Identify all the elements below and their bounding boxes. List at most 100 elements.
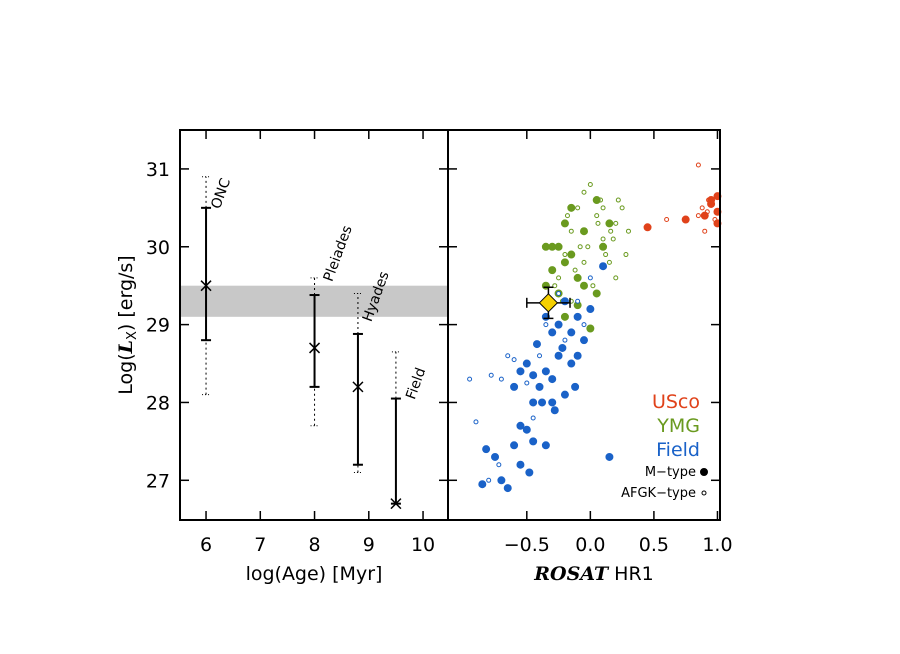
afgk-type-point <box>562 337 568 343</box>
series-label: ONC <box>208 176 234 211</box>
m-type-point <box>586 324 595 333</box>
afgk-type-point <box>587 181 593 187</box>
target-point <box>538 293 559 313</box>
afgk-type-point <box>543 322 549 328</box>
afgk-type-point <box>562 252 568 258</box>
m-type-point <box>548 375 557 384</box>
afgk-type-point <box>581 322 587 328</box>
m-type-point <box>522 425 531 434</box>
afgk-type-point <box>594 213 600 219</box>
afgk-type-point <box>572 267 578 273</box>
marker-legend-label: AFGK−type <box>621 486 696 501</box>
x-tick-label: 1.0 <box>702 534 732 556</box>
m-type-point <box>560 219 569 228</box>
marker-legend-symbol <box>701 490 707 496</box>
m-type-point <box>554 351 563 360</box>
afgk-type-point <box>568 228 574 234</box>
afgk-type-point <box>467 376 473 382</box>
point <box>309 342 321 354</box>
m-type-point <box>573 273 582 282</box>
y-tick-label: 28 <box>146 392 170 414</box>
m-type-point <box>541 367 550 376</box>
m-type-point <box>525 468 534 477</box>
m-type-point <box>580 227 588 236</box>
m-type-point <box>700 211 709 220</box>
legend-entry: YMG <box>656 415 700 437</box>
m-type-point <box>478 480 487 489</box>
x-axis-label: ROSAT HR1 <box>533 563 654 585</box>
m-type-point <box>491 452 500 461</box>
m-type-point <box>510 441 519 450</box>
m-type-point <box>548 398 557 407</box>
afgk-type-point <box>498 376 504 382</box>
point <box>200 280 212 292</box>
m-type-point <box>560 312 569 321</box>
m-type-point <box>529 371 538 380</box>
legend-entry: Field <box>656 439 700 461</box>
m-type-point <box>510 382 519 391</box>
y-axis-label-part: ) [erg/s] <box>115 255 137 331</box>
point <box>390 498 402 510</box>
afgk-type-point <box>695 162 701 168</box>
marker-legend-symbol <box>700 468 708 476</box>
m-type-point <box>571 382 580 391</box>
afgk-type-point <box>695 213 701 219</box>
m-type-point <box>554 320 563 329</box>
afgk-type-point <box>600 205 606 211</box>
m-type-point <box>573 312 582 321</box>
m-type-point <box>538 398 547 407</box>
afgk-type-point <box>537 353 543 359</box>
m-type-point <box>580 336 588 345</box>
m-type-point <box>580 281 588 290</box>
x-axis-label: log(Age) [Myr] <box>246 563 383 585</box>
x-tick-label: 6 <box>200 534 212 556</box>
m-type-point <box>529 398 538 407</box>
m-type-point <box>605 452 614 461</box>
m-type-point <box>605 219 614 228</box>
m-type-point <box>541 441 550 450</box>
m-type-point <box>482 445 491 454</box>
afgk-type-point <box>590 283 596 289</box>
afgk-type-point <box>486 477 492 483</box>
afgk-type-point <box>488 372 494 378</box>
m-type-point <box>522 359 531 368</box>
m-type-point <box>567 328 576 337</box>
afgk-type-point <box>524 380 530 386</box>
x-tick-label: 10 <box>411 534 435 556</box>
afgk-type-point <box>552 283 558 289</box>
m-type-point <box>503 484 512 493</box>
afgk-type-point <box>619 205 625 211</box>
afgk-type-point <box>615 197 621 203</box>
m-type-point <box>516 421 525 430</box>
x-tick-label: 0.5 <box>639 534 669 556</box>
afgk-type-point <box>577 244 583 250</box>
series-label: Field <box>403 366 429 402</box>
x-tick-label: −0.5 <box>504 534 550 556</box>
m-type-point <box>707 196 716 205</box>
m-type-point <box>567 203 576 212</box>
m-type-point <box>558 343 567 352</box>
legend-entry: USco <box>652 391 700 413</box>
afgk-type-point <box>664 217 670 223</box>
afgk-type-point <box>575 298 581 304</box>
y-axis-label: Log(LX) [erg/s] <box>115 255 140 394</box>
x-tick-label: 9 <box>363 534 375 556</box>
m-type-point <box>592 289 601 298</box>
m-type-point <box>599 262 608 271</box>
m-type-point <box>516 460 525 469</box>
afgk-type-point <box>613 220 619 226</box>
x-axis-label-part: HR1 <box>608 563 654 585</box>
y-axis-label-part: X <box>125 331 140 340</box>
afgk-type-point <box>556 290 562 296</box>
m-type-point <box>548 328 557 337</box>
m-type-point <box>548 266 557 275</box>
m-type-point <box>643 223 652 232</box>
x-tick-label: 0.0 <box>575 534 605 556</box>
axes-frame <box>447 129 721 521</box>
afgk-type-point <box>556 275 562 281</box>
m-type-point <box>560 297 569 306</box>
afgk-type-point <box>603 252 609 258</box>
y-tick-label: 31 <box>146 159 170 181</box>
